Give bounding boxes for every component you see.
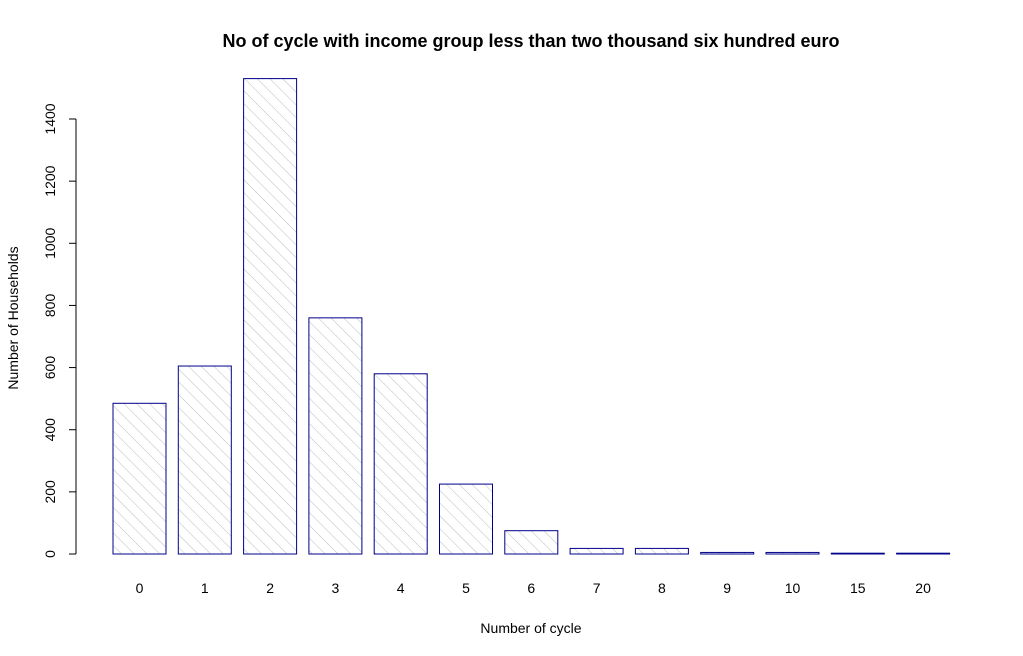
chart-title: No of cycle with income group less than … bbox=[222, 31, 839, 51]
y-tick-label: 400 bbox=[42, 418, 58, 442]
y-axis: 0 200 400 600 800 1000 1200 1400 bbox=[42, 103, 77, 558]
x-tick-label: 7 bbox=[593, 580, 601, 596]
y-tick-label: 1200 bbox=[42, 165, 58, 196]
bar-7 bbox=[569, 547, 624, 555]
bar-5 bbox=[439, 483, 493, 555]
x-tick-label: 6 bbox=[527, 580, 535, 596]
x-tick-label: 15 bbox=[850, 580, 866, 596]
x-tick-label: 3 bbox=[332, 580, 340, 596]
y-tick-label: 0 bbox=[42, 550, 58, 558]
x-axis-label: Number of cycle bbox=[480, 620, 581, 636]
y-axis-label: Number of Households bbox=[5, 246, 21, 389]
y-tick-label: 200 bbox=[42, 480, 58, 504]
bar-15 bbox=[830, 552, 885, 555]
bar-20 bbox=[896, 552, 951, 555]
x-tick-label: 20 bbox=[915, 580, 931, 596]
x-tick-label: 9 bbox=[723, 580, 731, 596]
bar-4 bbox=[373, 373, 428, 555]
x-tick-label: 10 bbox=[785, 580, 801, 596]
x-tick-label: 8 bbox=[658, 580, 666, 596]
y-tick-label: 1400 bbox=[42, 103, 58, 134]
bar-8 bbox=[634, 547, 689, 555]
y-tick-label: 600 bbox=[42, 356, 58, 380]
y-tick-label: 800 bbox=[42, 294, 58, 318]
bar-6 bbox=[504, 530, 559, 555]
x-tick-label: 1 bbox=[201, 580, 209, 596]
x-tick-label: 5 bbox=[462, 580, 470, 596]
bars bbox=[112, 78, 951, 555]
x-tick-label: 4 bbox=[397, 580, 405, 596]
bar-1 bbox=[177, 365, 232, 555]
y-tick-label: 1000 bbox=[42, 228, 58, 259]
bar-2 bbox=[243, 78, 298, 555]
bar-10 bbox=[765, 551, 820, 555]
bar-0 bbox=[112, 402, 167, 555]
bar-3 bbox=[308, 317, 363, 555]
x-tick-label: 2 bbox=[266, 580, 274, 596]
x-tick-label: 0 bbox=[136, 580, 144, 596]
x-tick-labels: 0 1 2 3 4 5 6 7 8 9 10 15 20 bbox=[136, 580, 931, 596]
bar-9 bbox=[700, 551, 755, 555]
